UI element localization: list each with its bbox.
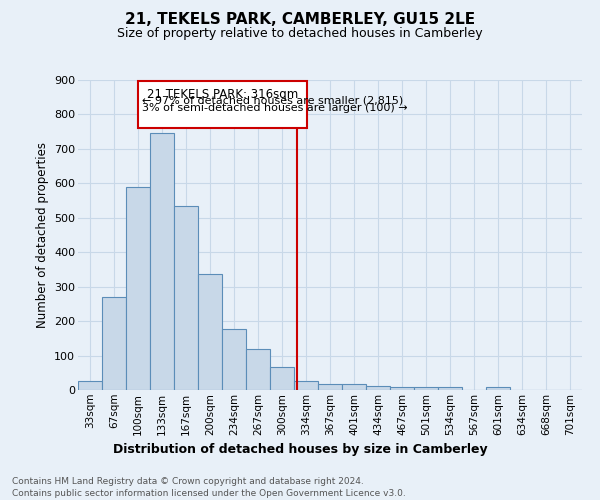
Bar	[174, 206, 198, 390]
Bar	[126, 187, 150, 390]
Bar	[78, 382, 102, 390]
Bar	[486, 387, 510, 390]
Bar	[150, 134, 174, 390]
Text: Contains HM Land Registry data © Crown copyright and database right 2024.: Contains HM Land Registry data © Crown c…	[12, 478, 364, 486]
Bar	[102, 297, 126, 390]
Bar	[138, 81, 307, 128]
Bar	[246, 350, 270, 390]
Bar	[366, 386, 390, 390]
Text: Size of property relative to detached houses in Camberley: Size of property relative to detached ho…	[117, 28, 483, 40]
Bar	[198, 274, 222, 390]
Text: ← 97% of detached houses are smaller (2,815): ← 97% of detached houses are smaller (2,…	[142, 96, 403, 106]
Bar	[414, 387, 438, 390]
Text: 21, TEKELS PARK, CAMBERLEY, GU15 2LE: 21, TEKELS PARK, CAMBERLEY, GU15 2LE	[125, 12, 475, 28]
Bar	[342, 384, 366, 390]
Text: Distribution of detached houses by size in Camberley: Distribution of detached houses by size …	[113, 442, 487, 456]
Bar	[390, 387, 414, 390]
Bar	[318, 384, 342, 390]
Text: Contains public sector information licensed under the Open Government Licence v3: Contains public sector information licen…	[12, 489, 406, 498]
Text: 21 TEKELS PARK: 316sqm: 21 TEKELS PARK: 316sqm	[147, 88, 298, 101]
Bar	[438, 387, 462, 390]
Bar	[270, 366, 294, 390]
Y-axis label: Number of detached properties: Number of detached properties	[35, 142, 49, 328]
Text: 3% of semi-detached houses are larger (100) →: 3% of semi-detached houses are larger (1…	[142, 104, 407, 114]
Bar	[294, 382, 318, 390]
Bar	[222, 328, 246, 390]
